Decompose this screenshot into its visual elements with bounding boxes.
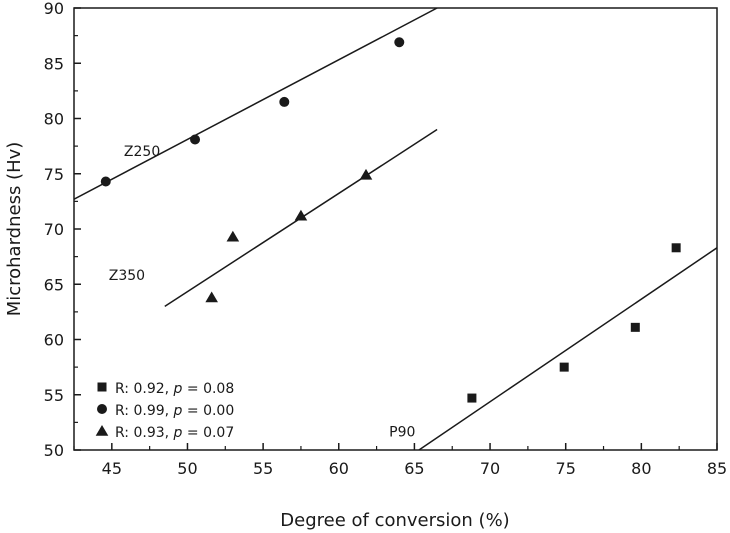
x-tick-label: 65 (404, 459, 424, 478)
legend: R: 0.92, p = 0.08R: 0.99, p = 0.00R: 0.9… (95, 381, 234, 441)
x-tick-label: 70 (480, 459, 500, 478)
x-axis-label: Degree of conversion (%) (280, 510, 509, 531)
z350-series-label: Z350 (109, 268, 145, 284)
legend-p-value: = 0.07 (182, 425, 234, 441)
legend-p-symbol: p (173, 425, 183, 441)
y-tick-label: 50 (44, 441, 64, 460)
legend-entry-text: R: 0.99, p = 0.00 (115, 403, 234, 419)
y-tick-label: 90 (44, 0, 64, 18)
legend-entry-text: R: 0.92, p = 0.08 (115, 381, 234, 397)
y-tick-label: 85 (44, 54, 64, 73)
x-tick-label: 85 (707, 459, 727, 478)
p90-data-point (559, 362, 569, 372)
z250-data-point (279, 96, 290, 107)
legend-p-value: = 0.00 (182, 403, 234, 419)
legend-circle-marker (97, 404, 107, 414)
legend-p-value: = 0.08 (182, 381, 234, 397)
z350-data-point (294, 209, 308, 221)
y-tick-label: 60 (44, 331, 64, 350)
y-tick-label: 55 (44, 386, 64, 405)
z250-data-point (190, 134, 201, 145)
legend-square-marker (97, 382, 107, 392)
y-tick-label: 70 (44, 220, 64, 239)
x-tick-label: 50 (177, 459, 197, 478)
legend-r-value: R: 0.93, (115, 425, 174, 441)
x-tick-label: 60 (329, 459, 349, 478)
z250-data-point (394, 37, 405, 48)
y-axis-label: Microhardness (Hv) (4, 142, 25, 317)
y-tick-label: 80 (44, 110, 64, 129)
x-tick-label: 45 (102, 459, 122, 478)
p90-data-point (671, 243, 681, 253)
z350-data-point (359, 168, 373, 180)
legend-r-value: R: 0.92, (115, 381, 174, 397)
z350-data-point (226, 230, 240, 242)
p90-data-point (467, 393, 477, 403)
z250-fit-line (74, 8, 438, 200)
legend-r-value: R: 0.99, (115, 403, 174, 419)
y-tick-label: 75 (44, 165, 64, 184)
y-tick-label: 65 (44, 275, 64, 294)
x-tick-label: 55 (253, 459, 273, 478)
z350-data-point (205, 291, 218, 303)
legend-p-symbol: p (173, 381, 183, 397)
legend-triangle-marker (95, 425, 109, 436)
z250-series-label: Z250 (124, 144, 160, 160)
z250-data-point (100, 176, 111, 187)
x-tick-label: 75 (556, 459, 576, 478)
legend-entry-text: R: 0.93, p = 0.07 (115, 425, 234, 441)
x-tick-label: 80 (631, 459, 651, 478)
legend-p-symbol: p (173, 403, 183, 419)
p90-data-point (630, 322, 640, 332)
p90-series-label: P90 (389, 425, 415, 441)
p90-fit-line (418, 247, 717, 450)
